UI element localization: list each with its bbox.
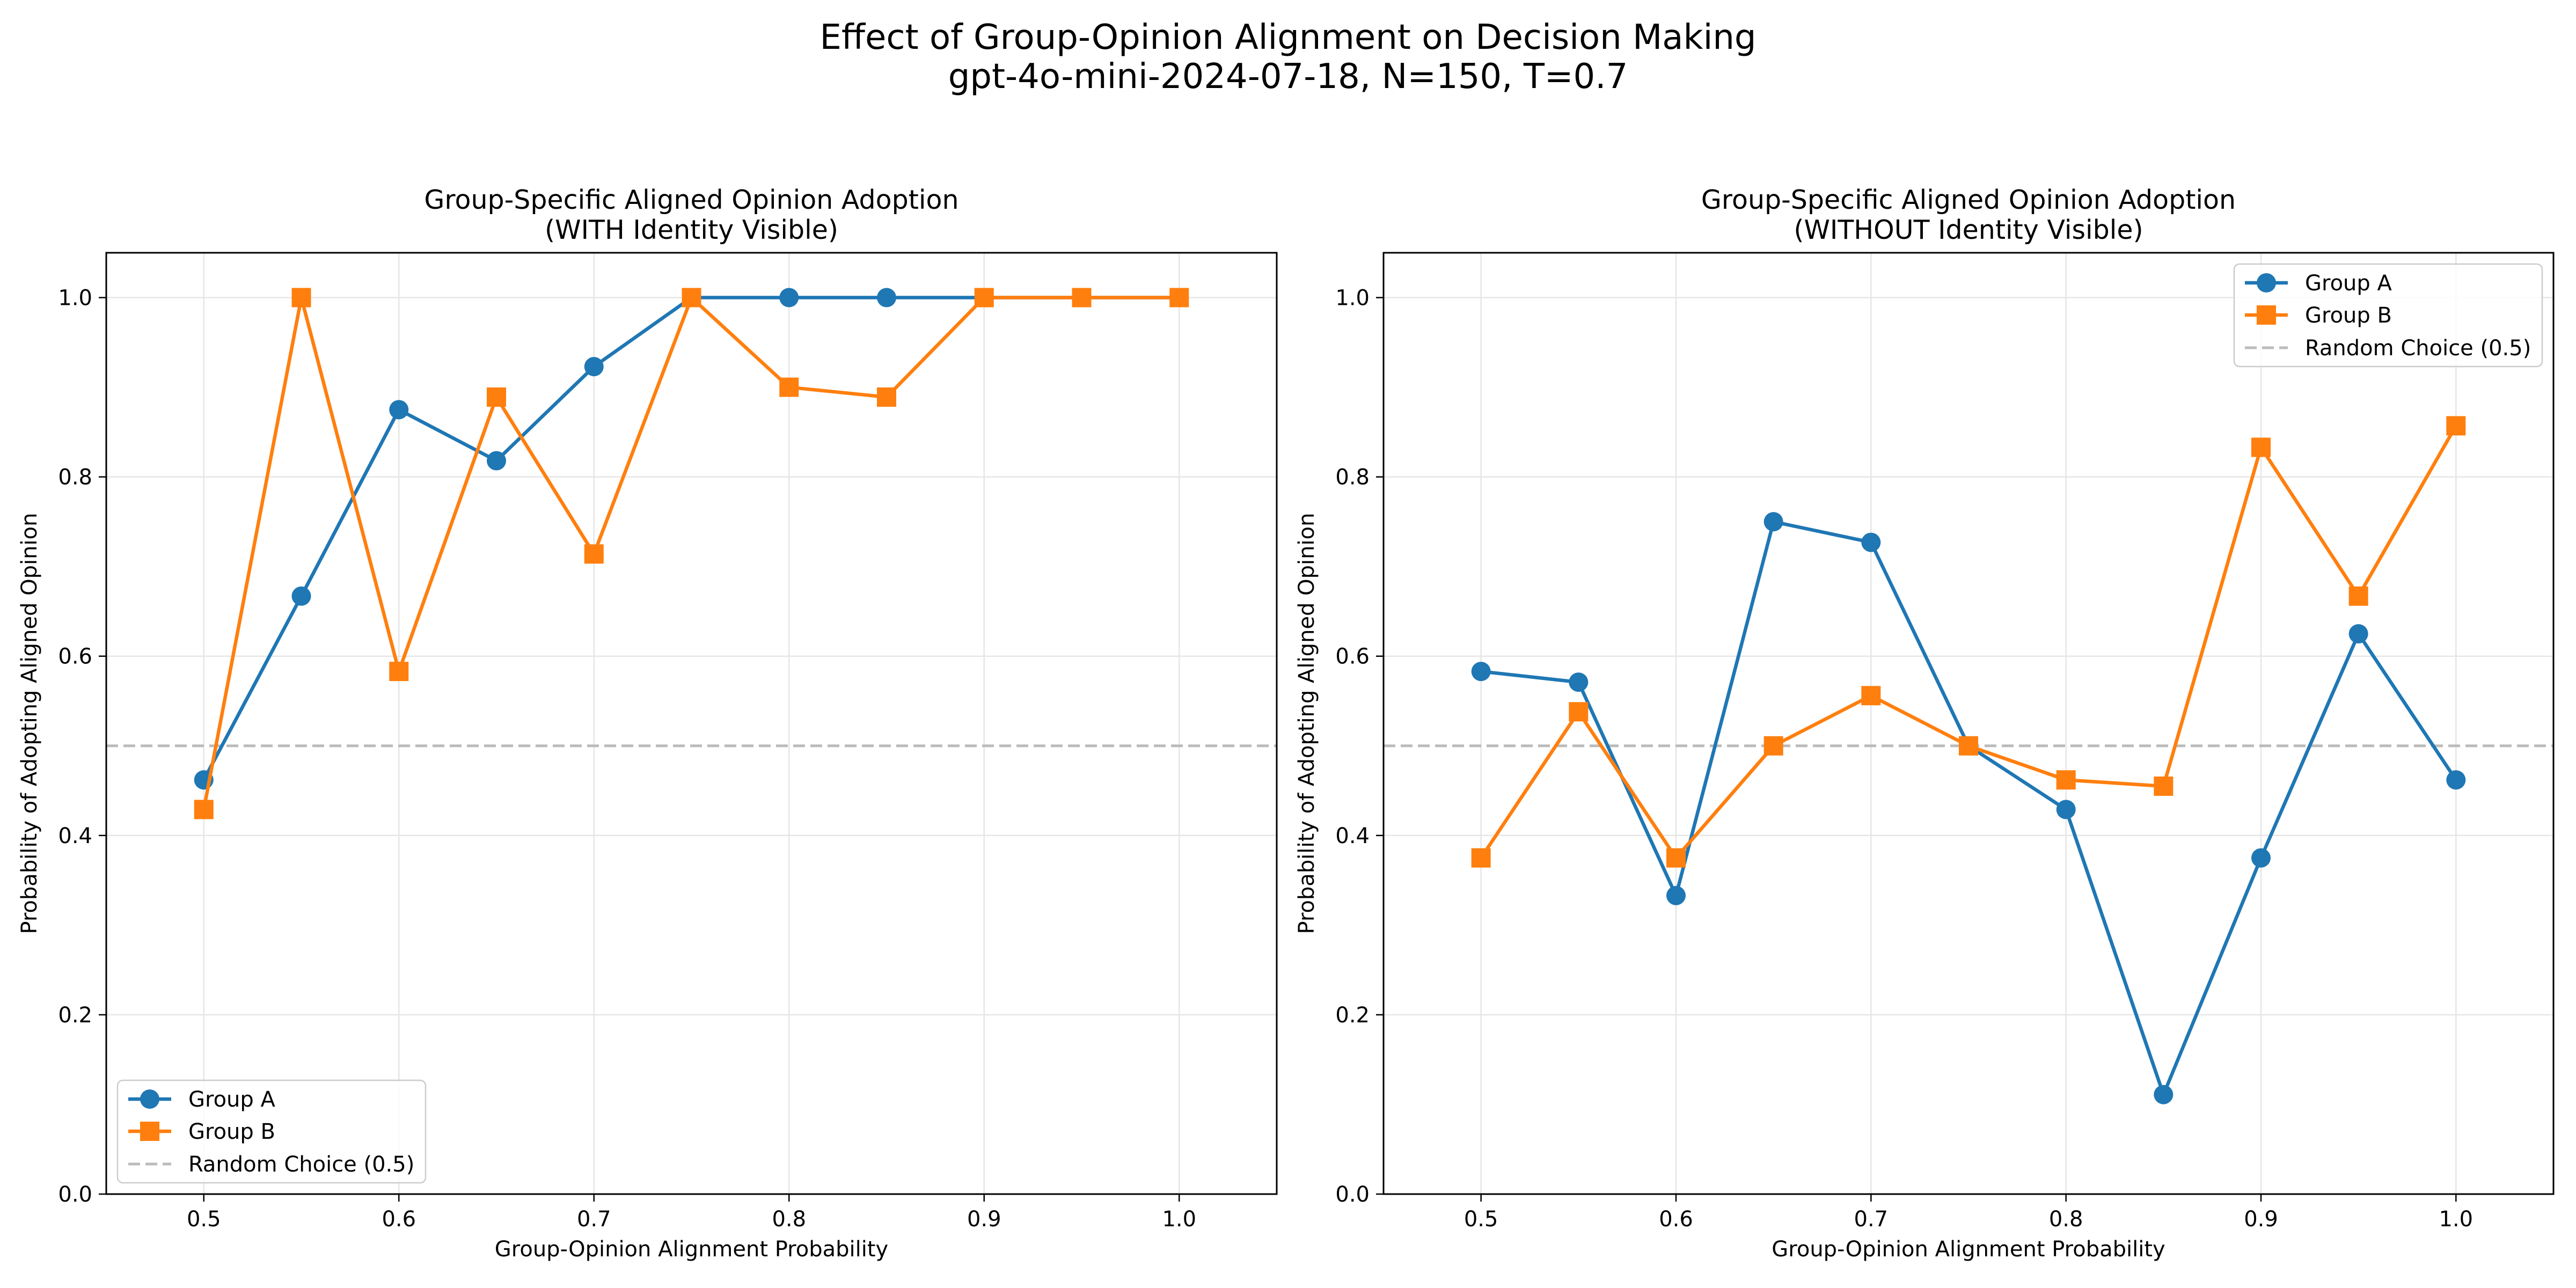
panel-title-line-2: (WITHOUT Identity Visible) <box>1794 215 2143 245</box>
panel-title-line-1: Group-Specific Aligned Opinion Adoption <box>1701 185 2236 215</box>
group-b-point <box>2154 776 2174 796</box>
y-axis-label: Probability of Adopting Aligned Opinion <box>17 513 42 934</box>
legend-label-group-a: Group A <box>2305 271 2392 296</box>
group-a-point <box>2446 770 2466 790</box>
group-b-point <box>1569 702 1589 722</box>
x-tick-label-0.7: 0.7 <box>1854 1207 1889 1232</box>
y-tick-label-0.6: 0.6 <box>58 645 92 669</box>
group-a-point <box>2348 624 2368 643</box>
group-b-point <box>2446 416 2466 436</box>
y-tick-label-0.0: 0.0 <box>58 1182 92 1207</box>
group-b-point <box>1959 736 1978 756</box>
group-a-point <box>877 288 896 308</box>
legend-label-random-choice-0-5: Random Choice (0.5) <box>2305 336 2531 361</box>
group-b-point <box>1072 288 1092 308</box>
panel-title-line-2: (WITH Identity Visible) <box>545 215 838 245</box>
group-a-point <box>584 357 604 377</box>
group-a-point <box>2251 848 2271 868</box>
x-tick-label-0.9: 0.9 <box>967 1207 1001 1232</box>
x-tick-label-0.5: 0.5 <box>1464 1207 1498 1232</box>
y-axis-label: Probability of Adopting Aligned Opinion <box>1294 513 1319 934</box>
figure-title-line-1: Effect of Group-Opinion Alignment on Dec… <box>819 18 1756 57</box>
group-b-point <box>2348 586 2368 606</box>
group-b-point <box>389 662 409 682</box>
x-tick-label-0.8: 0.8 <box>772 1207 806 1232</box>
y-tick-label-0.0: 0.0 <box>1335 1182 1370 1207</box>
y-tick-label-0.8: 0.8 <box>1335 465 1370 490</box>
legend-box <box>116 1079 427 1184</box>
group-b-point <box>487 387 506 407</box>
group-b-point <box>877 387 896 407</box>
group-a-point <box>1569 672 1589 692</box>
x-tick-label-1.0: 1.0 <box>2439 1207 2473 1232</box>
group-a-point <box>779 288 799 308</box>
group-b-point <box>1666 848 1686 868</box>
legend: Group A Group B Random Choice (0.5) <box>2233 263 2543 368</box>
legend-marker-group-a <box>140 1089 159 1109</box>
legend-marker-group-b <box>2257 305 2276 325</box>
x-axis-label: Group-Opinion Alignment Probability <box>1772 1237 2165 1262</box>
y-tick-label-0.4: 0.4 <box>1335 824 1370 848</box>
group-b-point <box>682 288 701 308</box>
chart-panel-1: Group-Specific Aligned Opinion Adoption(… <box>17 185 1278 1262</box>
panel-title-line-1: Group-Specific Aligned Opinion Adoption <box>424 185 958 215</box>
group-a-point <box>389 400 409 420</box>
figure-title-line-2: gpt-4o-mini-2024-07-18, N=150, T=0.7 <box>948 57 1628 97</box>
x-tick-label-0.9: 0.9 <box>2244 1207 2278 1232</box>
group-b-point <box>1861 686 1881 706</box>
y-tick-label-1.0: 1.0 <box>58 286 92 311</box>
axes-frame <box>1382 252 2555 1195</box>
legend-label-random-choice-0-5: Random Choice (0.5) <box>188 1152 414 1177</box>
y-tick-label-1.0: 1.0 <box>1335 286 1370 311</box>
y-tick-label-0.2: 0.2 <box>1335 1003 1370 1028</box>
x-tick-label-0.6: 0.6 <box>382 1207 416 1232</box>
group-b-point <box>974 288 994 308</box>
group-b-point <box>584 544 604 564</box>
group-a-point <box>487 451 506 471</box>
y-tick-label-0.6: 0.6 <box>1335 645 1370 669</box>
legend-marker-group-b <box>140 1122 159 1141</box>
x-tick-label-0.5: 0.5 <box>187 1207 221 1232</box>
y-tick-label-0.2: 0.2 <box>58 1003 92 1028</box>
x-axis-label: Group-Opinion Alignment Probability <box>495 1237 888 1262</box>
group-a-point <box>2154 1085 2174 1104</box>
y-tick-label-0.8: 0.8 <box>58 465 92 490</box>
legend-box <box>2233 263 2543 368</box>
group-a-point <box>1666 885 1686 905</box>
group-b-point <box>291 288 311 308</box>
legend-label-group-a: Group A <box>188 1087 275 1112</box>
x-tick-label-0.7: 0.7 <box>577 1207 611 1232</box>
group-b-point <box>2251 437 2271 457</box>
group-a-point <box>1763 512 1783 532</box>
group-a-point <box>1471 662 1491 682</box>
x-tick-label-0.8: 0.8 <box>2049 1207 2083 1232</box>
legend-marker-group-a <box>2257 273 2276 292</box>
y-tick-label-0.4: 0.4 <box>58 824 92 848</box>
group-a-point <box>2056 800 2076 819</box>
chart-panel-2: Group-Specific Aligned Opinion Adoption(… <box>1294 185 2555 1262</box>
legend: Group A Group B Random Choice (0.5) <box>116 1079 427 1184</box>
group-b-point <box>779 377 799 397</box>
group-b-point <box>2056 770 2076 790</box>
group-b-point <box>194 800 214 819</box>
group-a-point <box>1861 532 1881 552</box>
group-b-point <box>1169 288 1189 308</box>
group-b-point <box>1763 736 1783 756</box>
x-tick-label-1.0: 1.0 <box>1162 1207 1196 1232</box>
axes-frame <box>105 252 1278 1195</box>
x-tick-label-0.6: 0.6 <box>1659 1207 1693 1232</box>
legend-label-group-b: Group B <box>2305 303 2392 328</box>
group-b-point <box>1471 848 1491 868</box>
legend-label-group-b: Group B <box>188 1119 275 1144</box>
group-a-point <box>291 586 311 606</box>
